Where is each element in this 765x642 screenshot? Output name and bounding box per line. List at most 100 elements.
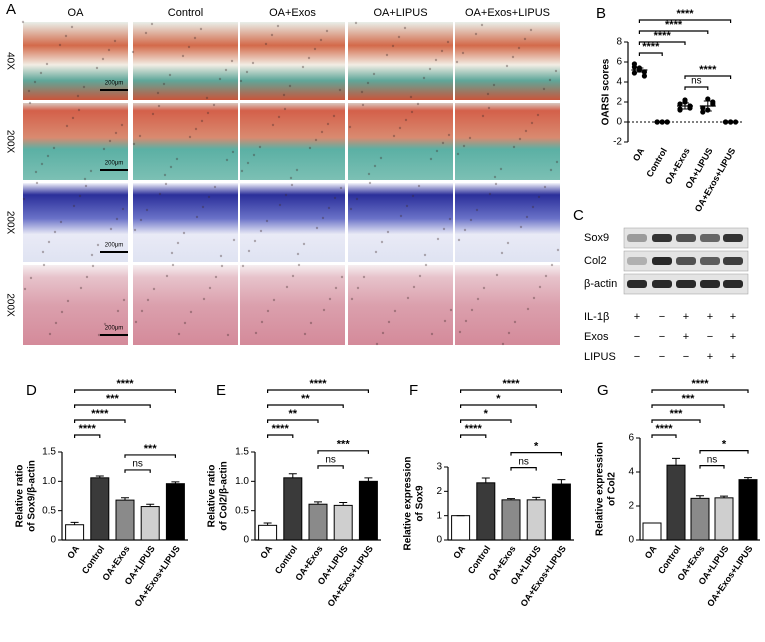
significance-bracket (267, 434, 294, 438)
texture (462, 144, 466, 148)
significance-label: ns (691, 76, 702, 87)
treatment-sign: + (683, 311, 689, 323)
texture (301, 65, 305, 69)
significance-bracket (317, 465, 344, 469)
texture (550, 263, 554, 267)
texture (554, 69, 558, 73)
texture (164, 182, 168, 186)
row-label: 200X (4, 293, 15, 317)
texture (456, 152, 460, 156)
bar (526, 499, 546, 541)
significance-label: **** (79, 423, 97, 435)
texture (82, 85, 86, 89)
texture (23, 287, 27, 291)
significance-label: **** (665, 19, 683, 31)
texture (380, 240, 384, 244)
texture (134, 320, 138, 324)
treatment-sign: + (634, 311, 640, 323)
texture (386, 230, 390, 234)
texture (512, 145, 516, 149)
texture (35, 181, 39, 185)
texture (340, 275, 344, 279)
texture (482, 286, 486, 290)
texture (416, 102, 420, 106)
texture (101, 57, 105, 61)
texture (373, 164, 377, 168)
texture (291, 274, 295, 278)
y-axis-label: OARSI scores (601, 58, 612, 125)
significance-bracket (651, 389, 749, 393)
texture (443, 319, 447, 323)
error-bar (532, 496, 541, 500)
treatment-sign: + (707, 351, 713, 363)
texture (76, 94, 80, 98)
texture (417, 184, 421, 188)
histology-image (240, 183, 345, 262)
treatment-sign: − (707, 331, 713, 343)
protein-label: Col2 (584, 255, 607, 267)
texture (283, 107, 287, 111)
histology-image (133, 265, 238, 345)
texture (495, 273, 499, 277)
texture (405, 204, 409, 208)
texture (333, 196, 337, 200)
treatment-sign: − (634, 351, 640, 363)
texture (66, 299, 70, 303)
significance-bracket (124, 454, 176, 458)
texture (176, 241, 180, 245)
texture (29, 276, 33, 280)
error-bar (95, 475, 104, 478)
blot-band (700, 257, 720, 265)
texture (175, 157, 179, 161)
x-tick-label: OA+Exos+LIPUS (705, 544, 755, 609)
texture (65, 124, 69, 128)
column-label: OA+LIPUS (373, 7, 427, 19)
texture (325, 29, 329, 33)
panel-letter: E (216, 382, 226, 399)
texture (158, 192, 162, 196)
texture (225, 158, 229, 162)
texture (511, 55, 515, 59)
blot-band (676, 234, 696, 242)
treatment-sign: − (659, 331, 665, 343)
significance-label: **** (272, 423, 290, 435)
significance-label: ns (707, 454, 718, 465)
histology-image (23, 183, 128, 262)
y-tick-label: 0 (50, 535, 56, 546)
scale-bar-label: 200μm (105, 243, 123, 249)
blot-band (652, 280, 672, 288)
x-tick-label: OA (631, 146, 647, 163)
texture (440, 49, 444, 53)
texture (252, 153, 256, 157)
texture (288, 84, 292, 88)
texture (165, 274, 169, 278)
texture (27, 89, 31, 93)
data-point (631, 70, 638, 76)
y-tick-label: 2 (628, 501, 634, 512)
texture (536, 113, 540, 117)
texture (133, 228, 137, 232)
texture (505, 64, 509, 68)
texture (455, 60, 459, 64)
significance-label: **** (465, 423, 483, 435)
texture (308, 146, 312, 150)
texture (72, 204, 76, 208)
significance-label: **** (654, 30, 672, 42)
texture (381, 331, 385, 335)
significance-bracket (699, 450, 749, 454)
texture (290, 183, 294, 187)
texture (492, 83, 496, 87)
texture (85, 275, 89, 279)
texture (193, 36, 197, 40)
texture (518, 137, 522, 141)
texture (423, 253, 427, 257)
texture (239, 79, 243, 83)
texture (140, 309, 144, 313)
bar (308, 503, 328, 541)
texture (507, 331, 511, 335)
data-point (682, 97, 688, 103)
significance-bracket (510, 467, 537, 471)
texture (219, 254, 223, 258)
protein-label: Sox9 (584, 232, 609, 244)
treatment-label: LIPUS (584, 351, 616, 363)
